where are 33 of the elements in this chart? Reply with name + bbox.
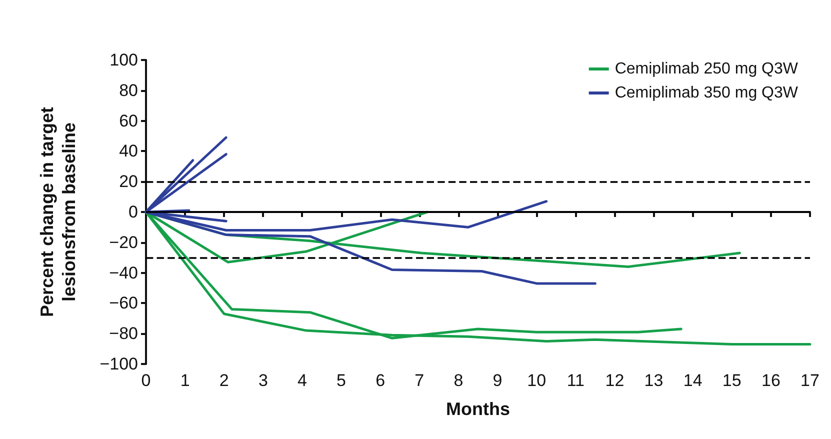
x-tick-label: 13 [644,371,664,390]
legend-label: Cemiplimab 250 mg Q3W [614,60,799,78]
x-tick-label: 6 [376,371,386,390]
x-tick-label: 15 [722,371,742,390]
y-tick-label: −60 [109,294,138,313]
x-tick-label: 9 [492,371,502,390]
x-axis-title: Months [446,399,510,419]
x-tick-label: 4 [298,371,307,390]
y-tick-label: −40 [109,263,138,282]
y-tick-label: 0 [128,202,138,222]
x-tick-label: 3 [258,371,268,390]
x-tick-label: 11 [566,371,584,390]
x-tick-label: 7 [414,371,424,390]
x-tick-label: 17 [800,371,820,390]
x-tick-label: 5 [336,371,346,390]
x-tick-label: 2 [219,371,229,390]
y-tick-label: 100 [110,50,138,70]
x-tick-label: 16 [761,371,780,390]
x-tick-label: 8 [454,371,464,390]
y-tick-label: 20 [119,172,138,192]
y-tick-label: 60 [119,111,138,130]
x-tick-label: 14 [683,371,702,390]
x-tick-label: 1 [180,371,190,390]
y-tick-label: 40 [119,142,138,161]
y-tick-label: −100 [100,354,138,374]
x-tick-label: 12 [605,371,624,390]
y-tick-label: 80 [119,80,138,100]
legend-label: Cemiplimab 350 mg Q3W [614,84,799,102]
x-tick-label: 0 [141,371,151,390]
x-tick-label: 10 [527,371,546,390]
y-tick-label: −80 [109,324,138,344]
y-tick-label: −20 [109,232,138,252]
y-axis-title: Percent change in target lesionsfrom baseline [37,106,79,318]
